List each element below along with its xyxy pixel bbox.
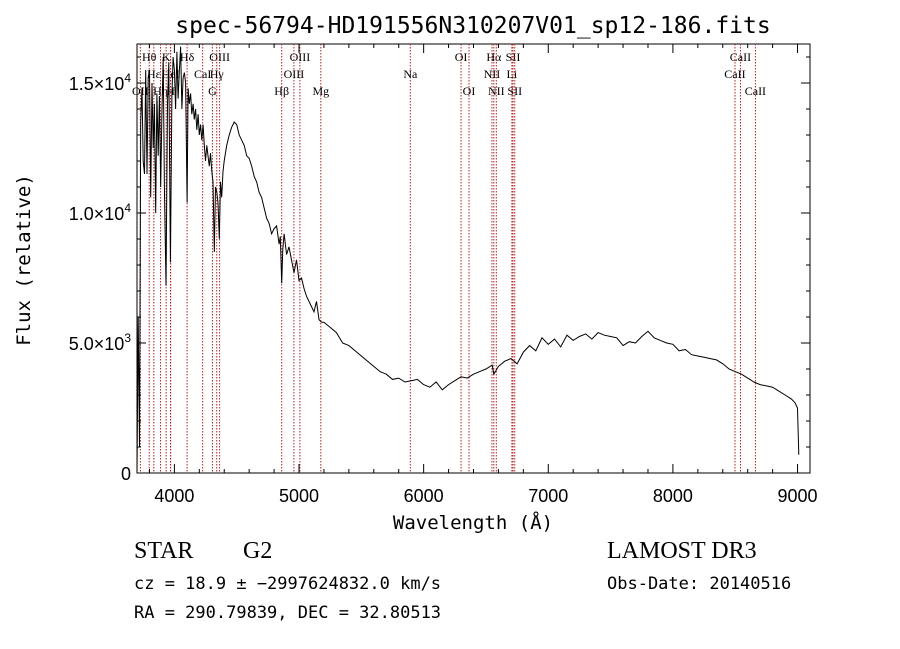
- spectral-line-label: OIII: [290, 50, 311, 64]
- spectral-line-label: G: [208, 84, 217, 98]
- spectral-line-label: SII: [506, 50, 521, 64]
- spectral-line-label: OIII: [284, 67, 305, 81]
- ra-dec-line: RA = 290.79839, DEC = 32.80513: [134, 603, 442, 623]
- spectral-line-label: CaII: [724, 67, 745, 81]
- spectral-line-label: NII: [484, 67, 501, 81]
- y-tick-mantissa: 1.0×10: [69, 204, 125, 224]
- spectral-line-label: CaII: [745, 84, 766, 98]
- spectral-line-label: SII: [507, 84, 522, 98]
- spectral-line-label: Hα: [486, 50, 502, 64]
- y-tick-label: 0: [121, 464, 131, 484]
- y-tick-label: 1.5×104: [69, 71, 132, 94]
- spectral-class: STAR: [134, 538, 194, 564]
- x-axis-label: Wavelength (Å): [393, 511, 553, 534]
- x-tick-label: 9000: [778, 486, 818, 506]
- x-tick-label: 6000: [404, 486, 444, 506]
- y-tick-label: 5.0×103: [69, 331, 132, 354]
- y-tick-mantissa: 0: [121, 464, 131, 484]
- spectral-line-label: CaI: [194, 67, 211, 81]
- spectral-line-label: OI: [463, 84, 476, 98]
- spectral-line-label: K: [162, 50, 171, 64]
- spectral-line-label: Hγ: [210, 67, 225, 81]
- spectral-line-label: OIII: [209, 50, 230, 64]
- y-axis-label: Flux (relative): [13, 174, 35, 346]
- spectral-line-label: Li: [507, 67, 518, 81]
- spectral-line-label: NII: [488, 84, 505, 98]
- spectral-line-label: Hδ: [180, 50, 195, 64]
- y-tick-mantissa: 5.0×10: [69, 334, 125, 354]
- survey-name: LAMOST DR3: [607, 538, 757, 564]
- spectral-line-label: Hθ: [142, 50, 157, 64]
- axis-ticks: 4000 5000 6000 7000 8000 900005.0×1031.0×1041…: [69, 44, 818, 506]
- y-tick-exponent: 4: [124, 71, 131, 85]
- spectral-line-label: Mg: [312, 84, 329, 98]
- spectral-line-label: OII: [132, 84, 149, 98]
- y-tick-label: 1.0×104: [69, 201, 132, 224]
- spectral-line-label: H: [166, 84, 175, 98]
- spectral-line-label: OI: [455, 50, 468, 64]
- redshift-line: cz = 18.9 ± −2997624832.0 km/s: [134, 574, 442, 594]
- x-tick-label: 8000: [653, 486, 693, 506]
- y-tick-mantissa: 1.5×10: [69, 74, 125, 94]
- y-tick-exponent: 3: [124, 331, 131, 345]
- x-tick-label: 5000: [279, 486, 319, 506]
- y-tick-exponent: 4: [124, 201, 131, 215]
- spectrum-line: [136, 46, 800, 474]
- plot-frame: [136, 43, 811, 474]
- x-tick-label: 7000: [528, 486, 568, 506]
- spectral-line-label: Hε: [147, 67, 161, 81]
- spectral-line-label: Na: [403, 67, 418, 81]
- spectral-subclass: G2: [243, 538, 273, 564]
- spectral-line-label: CaII: [730, 50, 751, 64]
- spectral-line-label: Hβ: [274, 84, 289, 98]
- x-tick-label: 4000: [154, 486, 194, 506]
- chart-title: spec-56794-HD191556N310207V01_sp12-186.f…: [175, 13, 770, 39]
- observation-date: Obs-Date: 20140516: [607, 574, 792, 594]
